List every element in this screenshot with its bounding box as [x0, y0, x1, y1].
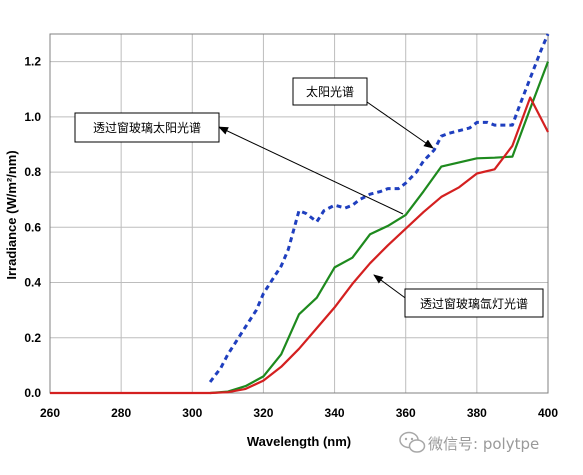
x-tick-label: 280: [111, 406, 131, 420]
x-tick-label: 260: [40, 406, 60, 420]
x-tick-label: 360: [396, 406, 416, 420]
y-tick-label: 0.4: [24, 276, 41, 290]
watermark-text: 微信号: polytpe: [428, 435, 539, 453]
x-tick-labels: 260 280 300 320 340 360 380 400: [40, 406, 558, 420]
y-tick-label: 0.8: [24, 165, 41, 179]
series-layer: [50, 33, 550, 395]
y-tick-label: 0.0: [24, 386, 41, 400]
x-tick-label: 320: [253, 406, 273, 420]
annotation-arrow-sun: [366, 101, 434, 149]
x-tick-label: 300: [182, 406, 202, 420]
annotation-sun-text: 太阳光谱: [306, 84, 354, 99]
y-tick-labels: 0.0 0.2 0.4 0.6 0.8 1.0 1.2: [24, 55, 41, 400]
annotation-glass-xenon: 透过窗玻璃氙灯光谱: [404, 288, 544, 318]
annotation-glass-xenon-text: 透过窗玻璃氙灯光谱: [420, 297, 528, 311]
annotation-glass-sun: 透过窗玻璃太阳光谱: [74, 112, 220, 143]
annotation-glass-sun-text: 透过窗玻璃太阳光谱: [93, 120, 201, 135]
y-tick-label: 1.2: [24, 55, 41, 69]
annotation-sun: 太阳光谱: [292, 77, 368, 106]
series-glass-sun-spectrum: [210, 61, 550, 395]
annotation-arrow-glass-sun: [218, 126, 404, 215]
annotation-arrow-glass-xenon: [373, 274, 409, 301]
y-tick-label: 1.0: [24, 110, 41, 124]
y-tick-label: 0.2: [24, 331, 41, 345]
x-tick-label: 400: [538, 406, 558, 420]
series-glass-xenon-spectrum: [50, 96, 549, 395]
watermark: 微信号: polytpe: [399, 431, 539, 453]
y-axis-title: Irradiance (W/m²/nm): [4, 150, 19, 279]
x-tick-label: 340: [325, 406, 345, 420]
plot-frame: [49, 33, 549, 394]
grid: [50, 34, 548, 393]
series-sun-spectrum: [208, 33, 550, 383]
x-axis-title: Wavelength (nm): [247, 434, 351, 449]
y-tick-label: 0.6: [24, 220, 41, 234]
wechat-icon: [399, 431, 426, 453]
x-tick-label: 380: [467, 406, 487, 420]
